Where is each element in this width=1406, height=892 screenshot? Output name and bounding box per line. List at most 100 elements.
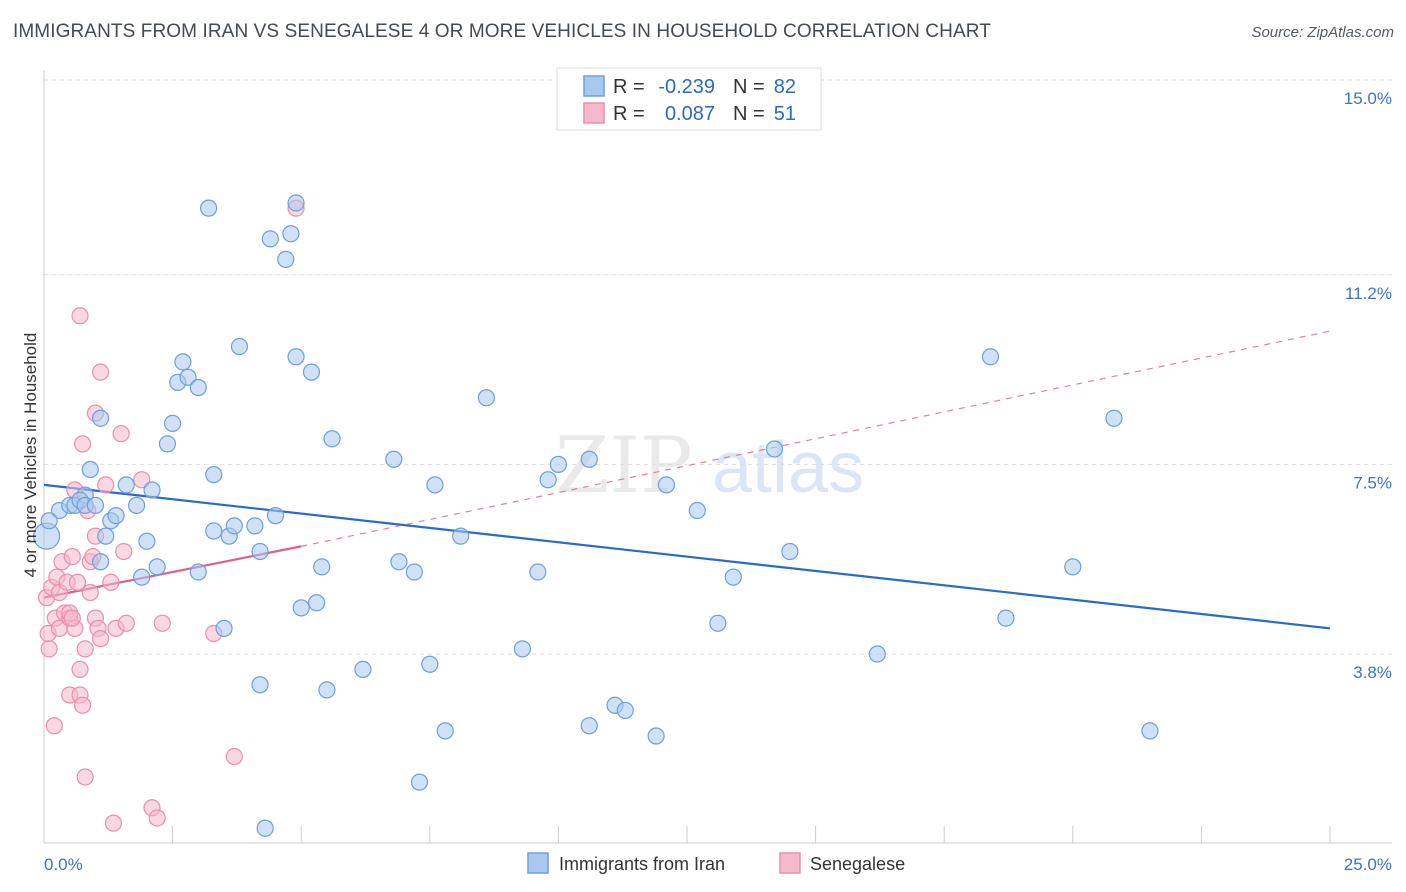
senegalese-point — [153, 614, 171, 632]
iran-point — [230, 337, 249, 356]
iran-point — [354, 660, 372, 678]
iran-point — [318, 681, 336, 699]
senegalese-point — [91, 630, 110, 648]
iran-point — [282, 225, 300, 243]
iran-points — [32, 194, 1159, 837]
bottom-legend: Immigrants from Iran Senegalese — [527, 852, 905, 874]
iran-point — [127, 496, 146, 514]
iran-point — [405, 563, 423, 581]
iran-point — [997, 609, 1015, 627]
bottom-legend-label-pink: Senegalese — [810, 854, 905, 874]
senegalese-point — [76, 640, 94, 658]
iran-point — [148, 558, 166, 576]
senegalese-point — [40, 640, 58, 658]
iran-point — [302, 363, 321, 381]
watermark-atlas: atlas — [712, 428, 864, 508]
legend-n-label-blue: N = — [733, 76, 765, 98]
iran-point — [981, 348, 1000, 366]
senegalese-point — [115, 542, 133, 561]
senegalese-point — [71, 660, 89, 678]
iran-point — [117, 476, 135, 494]
iran-point — [179, 368, 197, 386]
iran-point — [287, 194, 305, 212]
senegalese-point — [148, 809, 166, 827]
iran-point — [539, 471, 557, 489]
iran-point — [781, 542, 799, 561]
iran-point — [205, 522, 223, 540]
iran-point — [266, 507, 285, 525]
legend-n-value-blue: 82 — [774, 76, 796, 98]
iran-point — [580, 450, 598, 468]
bottom-legend-label-blue: Immigrants from Iran — [559, 854, 725, 874]
iran-point — [138, 532, 156, 550]
senegalese-point — [73, 435, 92, 453]
senegalese-point — [97, 476, 115, 494]
senegalese-point — [117, 614, 135, 632]
iran-point — [133, 568, 151, 586]
iran-point — [436, 722, 454, 740]
top-legend: R = -0.239 N = 82 R = 0.087 N = 51 — [556, 67, 822, 131]
legend-n-label-pink: N = — [733, 103, 765, 125]
legend-r-value-blue: -0.239 — [658, 76, 715, 98]
iran-point — [158, 435, 177, 453]
senegalese-point — [133, 471, 151, 489]
iran-point — [724, 568, 742, 586]
senegalese-point — [45, 717, 63, 735]
y-tick-label: 15.0% — [1344, 89, 1392, 108]
senegalese-point — [112, 425, 130, 443]
iran-point — [205, 466, 223, 484]
senegalese-point — [63, 548, 81, 566]
y-tick-label: 7.5% — [1353, 473, 1392, 492]
iran-point — [277, 250, 295, 268]
iran-point — [765, 440, 784, 458]
senegalese-point — [81, 583, 99, 602]
iran-point — [647, 727, 665, 745]
iran-point — [215, 619, 233, 637]
senegalese-point — [91, 363, 110, 381]
iran-point — [709, 614, 727, 632]
senegalese-point — [71, 307, 89, 325]
iran-point — [256, 819, 274, 837]
iran-point — [143, 481, 161, 499]
iran-point — [189, 378, 207, 397]
iran-point — [688, 501, 706, 520]
iran-point — [308, 594, 326, 612]
iran-point — [616, 701, 634, 719]
iran-point — [287, 348, 305, 366]
y-axis-title: 4 or more Vehicles in Household — [21, 333, 40, 578]
legend-r-label-pink: R = — [613, 103, 645, 125]
senegalese-point — [68, 573, 87, 591]
iran-point — [292, 599, 310, 617]
iran-point — [452, 527, 470, 545]
senegalese-point — [102, 573, 120, 591]
iran-point — [426, 476, 444, 494]
iran-point — [421, 655, 439, 673]
iran-point — [91, 553, 110, 571]
y-tick-label: 11.2% — [1345, 284, 1392, 303]
iran-point — [323, 430, 341, 448]
x-tick-label-min: 0.0% — [44, 855, 83, 874]
senegalese-point — [104, 814, 123, 832]
iran-point — [657, 476, 676, 494]
iran-point — [513, 640, 531, 658]
iran-point — [81, 460, 99, 479]
legend-swatch-pink — [583, 102, 605, 124]
watermark-zip: ZIP — [555, 421, 693, 511]
iran-point — [390, 553, 408, 571]
legend-r-value-pink: 0.087 — [665, 103, 715, 125]
senegalese-point — [63, 609, 81, 627]
iran-point — [97, 527, 115, 545]
grid-lines — [44, 79, 1392, 655]
chart-title: IMMIGRANTS FROM IRAN VS SENEGALESE 4 OR … — [13, 21, 991, 42]
iran-point — [91, 409, 110, 427]
watermark: ZIP atlas — [555, 421, 864, 511]
senegalese-point — [73, 696, 92, 714]
senegalese-point — [76, 768, 94, 786]
axis-labels: 3.8% 7.5% 11.2% 15.0% 0.0% 25.0% — [44, 89, 1392, 874]
senegalese-points — [37, 199, 305, 832]
iran-point — [549, 455, 568, 473]
axes — [43, 70, 1392, 844]
legend-r-label-blue: R = — [613, 76, 645, 98]
iran-point — [174, 353, 192, 371]
